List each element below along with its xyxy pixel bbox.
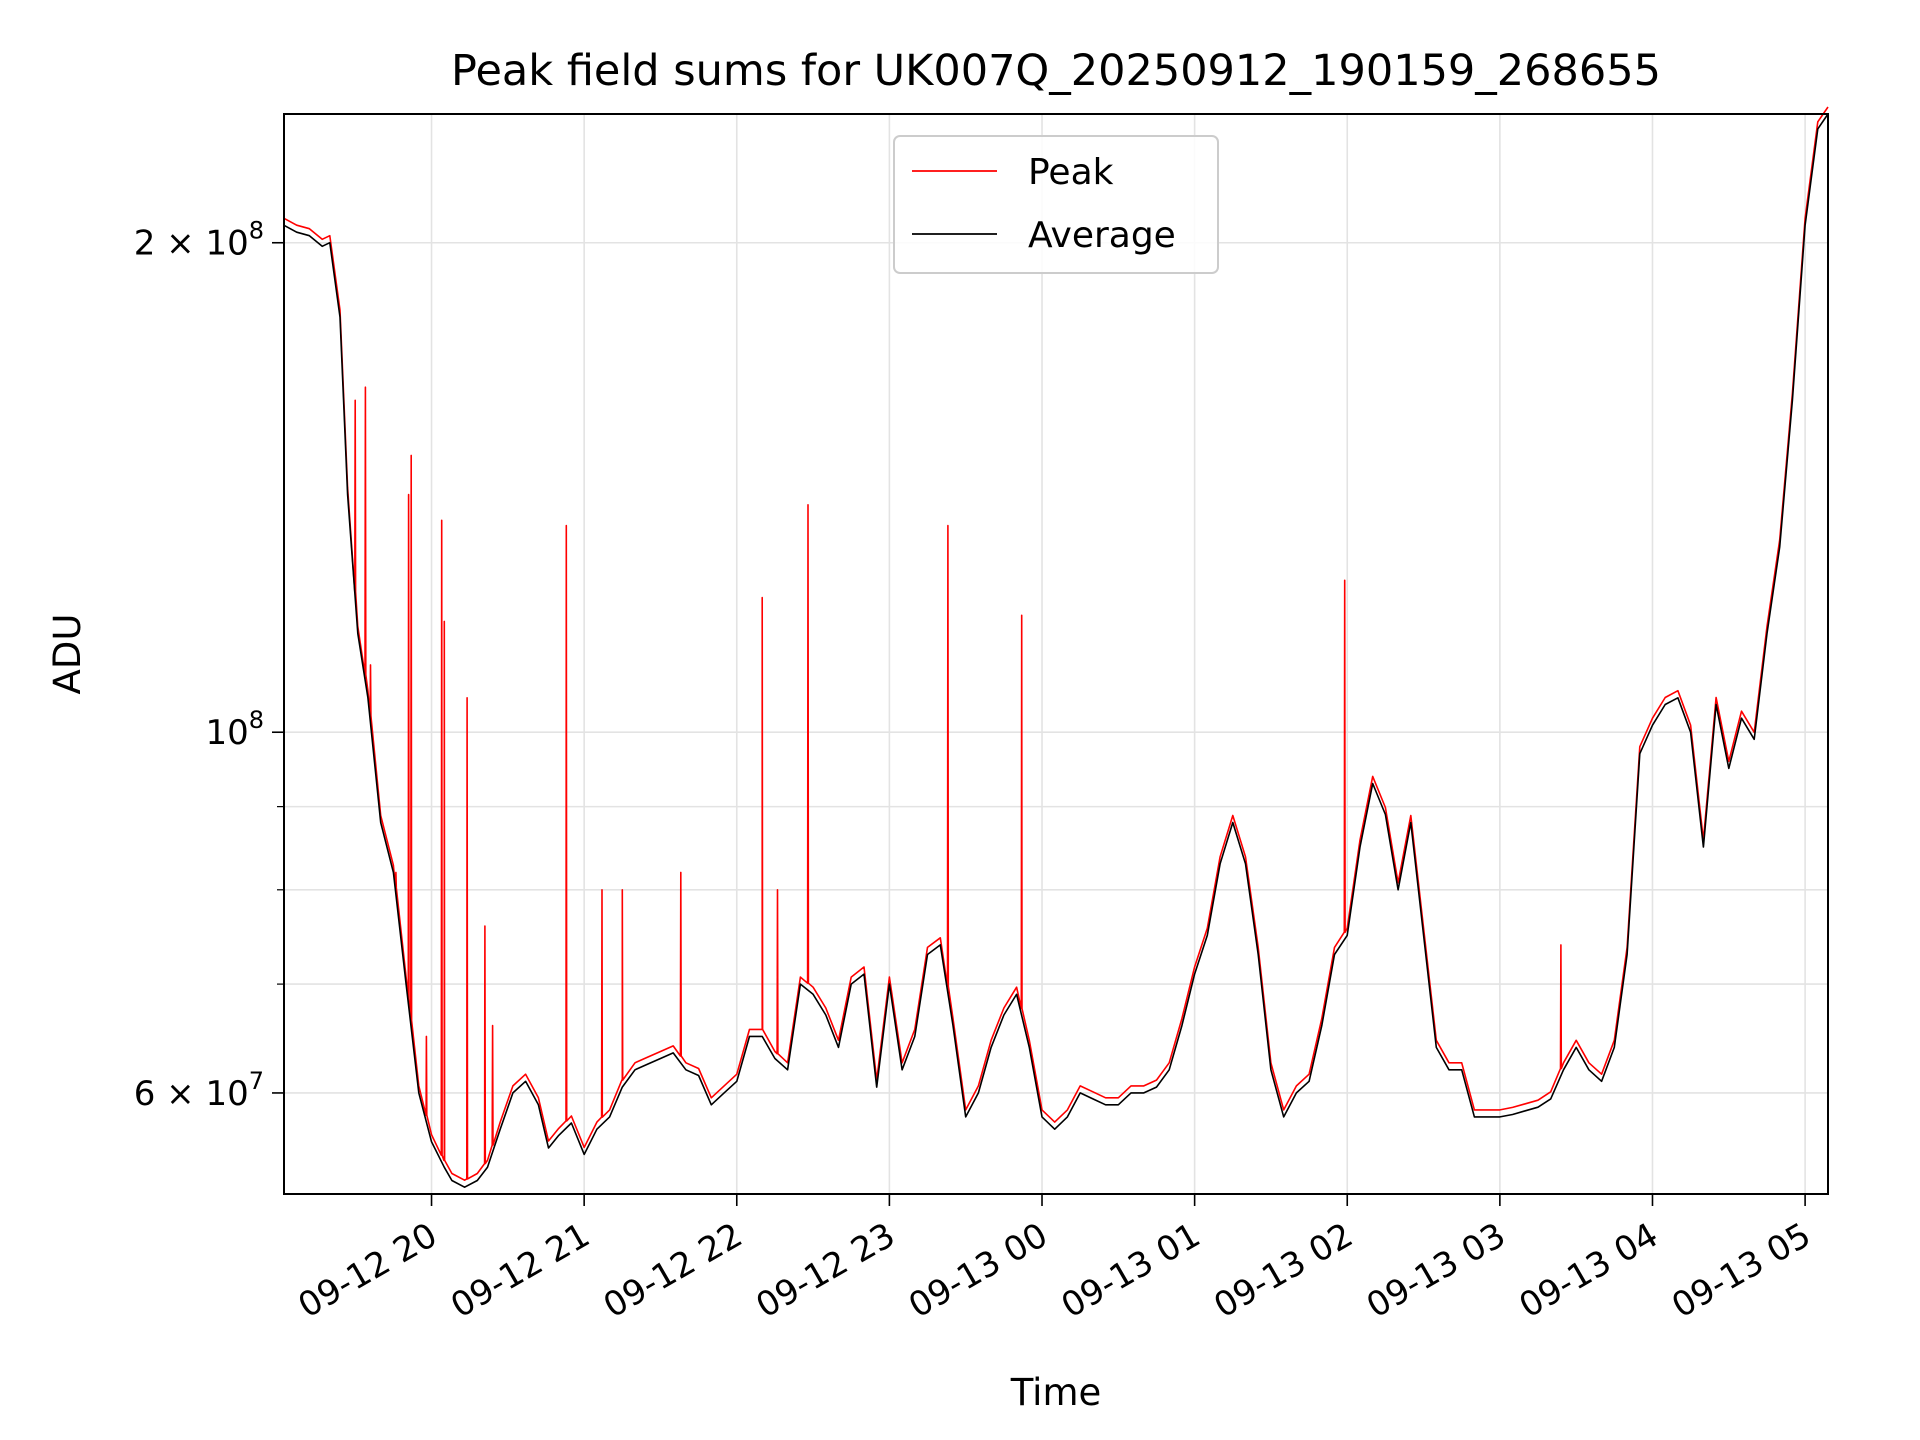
y-tick-label: 2 × 108 (134, 217, 264, 264)
legend-label-peak: Peak (1028, 152, 1114, 193)
chart-title: Peak field sums for UK007Q_20250912_1901… (451, 46, 1661, 96)
y-axis-label: ADU (46, 614, 89, 695)
y-axis-ticks: 6 × 107 108 2 × 108 (134, 217, 284, 1114)
y-tick-label: 6 × 107 (134, 1067, 264, 1114)
grid (284, 114, 1828, 1194)
series-line-average (283, 113, 1829, 1188)
series-line-peak (283, 106, 1829, 1181)
axes-frame (283, 113, 1829, 1195)
legend-label-average: Average (1028, 215, 1176, 256)
plot-lines (283, 106, 1829, 1188)
y-tick-label: 108 (205, 706, 264, 753)
legend: Peak Average (893, 135, 1219, 274)
x-axis-label: Time (1010, 1371, 1102, 1414)
